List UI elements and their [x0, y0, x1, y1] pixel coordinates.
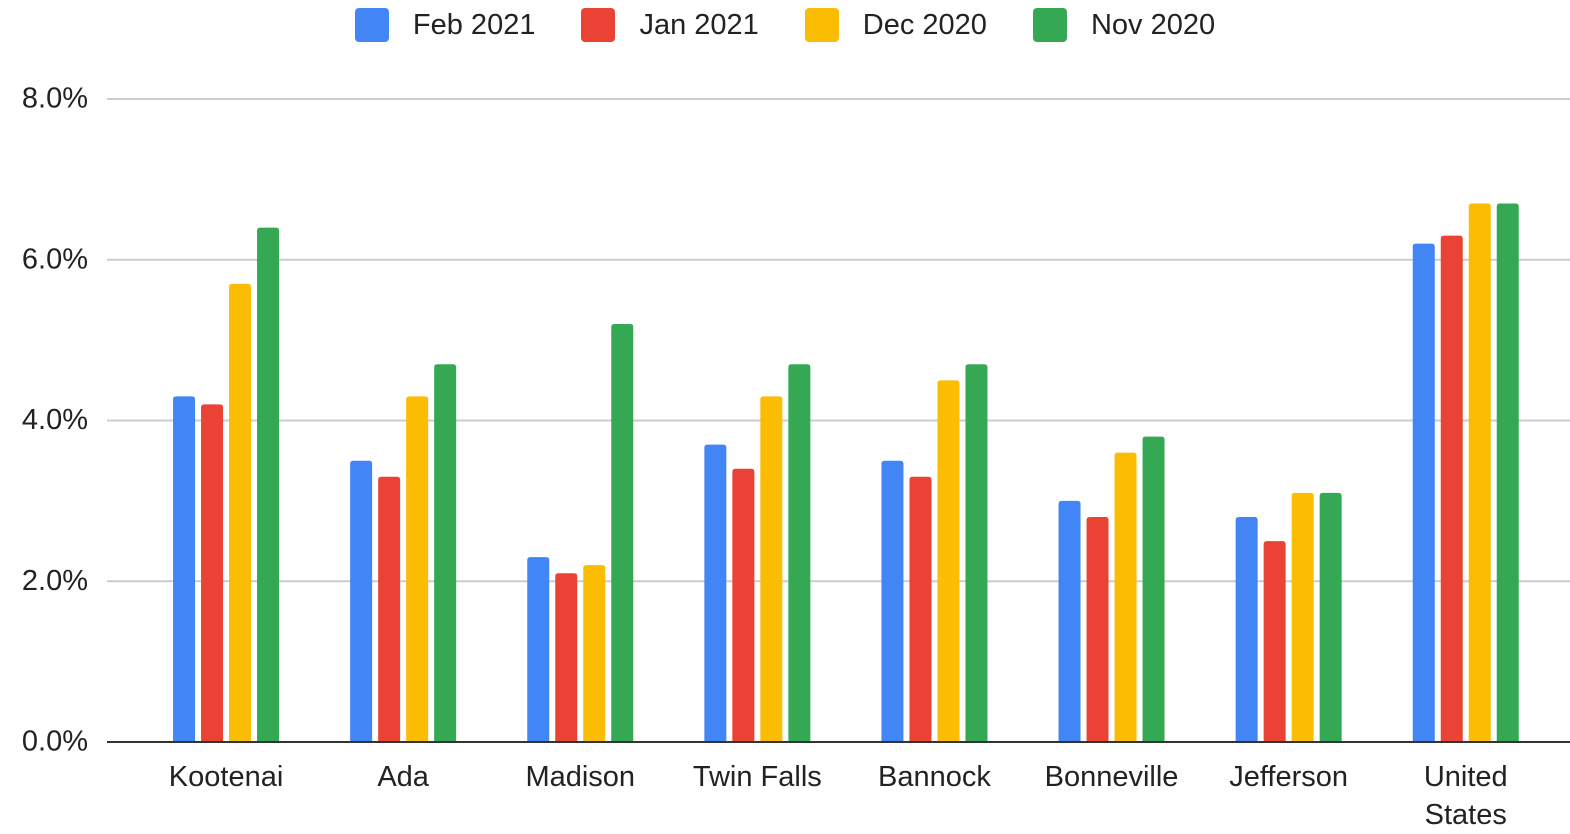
- bar: [1086, 516, 1109, 742]
- legend-item: Nov 2020: [1032, 6, 1216, 44]
- bar: [965, 364, 988, 742]
- bar: [1235, 516, 1258, 742]
- legend-swatch: [1032, 8, 1067, 42]
- bar: [1263, 541, 1286, 742]
- x-tick-label: Bannock: [878, 761, 991, 793]
- bar: [788, 364, 811, 742]
- x-tick-label: Jefferson: [1229, 761, 1349, 793]
- y-tick-label: 6.0%: [22, 243, 88, 275]
- bar: [1291, 492, 1314, 742]
- y-tick-label: 4.0%: [22, 404, 88, 436]
- bar: [201, 404, 224, 742]
- bar: [732, 468, 755, 742]
- x-tick-label: Bonneville: [1044, 761, 1179, 793]
- legend-swatch: [354, 8, 389, 42]
- bar: [704, 444, 727, 742]
- legend-label: Jan 2021: [639, 8, 759, 41]
- bar: [760, 396, 783, 742]
- legend-swatch: [804, 8, 839, 42]
- bar: [350, 460, 373, 742]
- x-tick-label: United States: [1423, 761, 1508, 831]
- bar: [257, 227, 280, 743]
- bar: [1114, 452, 1137, 742]
- bar: [229, 283, 252, 742]
- legend-item: Dec 2020: [804, 6, 987, 44]
- y-tick-label: 0.0%: [22, 726, 88, 758]
- y-tick-label: 2.0%: [22, 565, 88, 597]
- bar: [434, 364, 457, 742]
- x-tick-label: Kootenai: [168, 761, 284, 793]
- bar: [527, 557, 550, 742]
- bar: [1319, 492, 1342, 742]
- bar: [1468, 203, 1491, 743]
- x-tick-label: Twin Falls: [692, 761, 822, 793]
- x-tick-label: Madison: [525, 761, 636, 793]
- bar: [555, 573, 578, 742]
- bar: [406, 396, 429, 742]
- legend-swatch: [581, 8, 616, 42]
- bar: [1496, 203, 1519, 743]
- legend-label: Nov 2020: [1090, 8, 1216, 41]
- bar: [937, 380, 960, 742]
- bar: [378, 476, 401, 742]
- legend: Feb 2021 Jan 2021 Dec 2020 Nov 2020: [0, 6, 1570, 44]
- bar: [881, 460, 904, 742]
- y-tick-label: 8.0%: [22, 83, 88, 115]
- bar: [1058, 500, 1081, 742]
- bar: [611, 324, 634, 742]
- bar: [1142, 436, 1165, 742]
- legend-item: Feb 2021: [354, 6, 536, 44]
- x-tick-label: Ada: [377, 761, 429, 793]
- legend-label: Dec 2020: [862, 8, 987, 41]
- bar: [583, 565, 606, 742]
- bar: [173, 396, 196, 742]
- bar: [1412, 243, 1435, 743]
- legend-item: Jan 2021: [581, 6, 759, 44]
- legend-label: Feb 2021: [412, 8, 536, 41]
- bar: [1440, 235, 1463, 742]
- bar: [909, 476, 932, 742]
